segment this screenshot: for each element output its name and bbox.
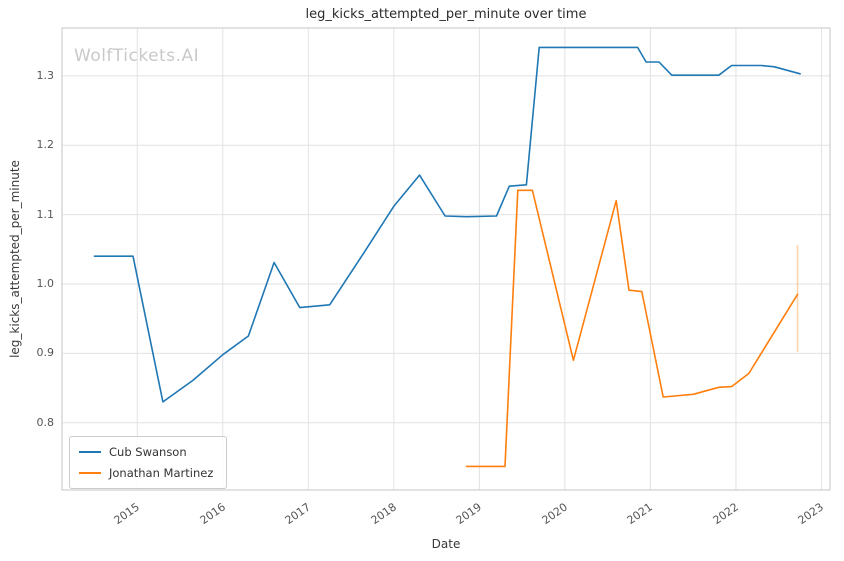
y-tick-label: 1.2 [36, 138, 55, 152]
watermark: WolfTickets.AI [74, 46, 200, 66]
legend-label: Cub Swanson [109, 445, 187, 459]
legend-line-swatch [79, 451, 101, 453]
y-tick-label: 0.8 [36, 415, 55, 429]
series-line-0 [93, 46, 801, 403]
legend-label: Jonathan Martinez [109, 466, 214, 480]
legend-item-1: Jonathan Martinez [79, 466, 213, 480]
x-axis-label: Date [431, 537, 461, 551]
y-axis-label: leg_kicks_attempted_per_minute [8, 160, 22, 358]
plot-border [61, 27, 831, 491]
y-tick-label: 0.9 [36, 346, 55, 360]
y-tick-label: 1.1 [36, 207, 55, 221]
series-line-1 [465, 189, 799, 468]
y-tick-label: 1.0 [36, 276, 55, 290]
legend-line-swatch [79, 472, 101, 474]
chart-title: leg_kicks_attempted_per_minute over time [305, 7, 587, 22]
y-tick-label: 1.3 [36, 68, 55, 82]
legend: Cub Swanson Jonathan Martinez [69, 436, 228, 489]
legend-item-0: Cub Swanson [79, 445, 213, 459]
